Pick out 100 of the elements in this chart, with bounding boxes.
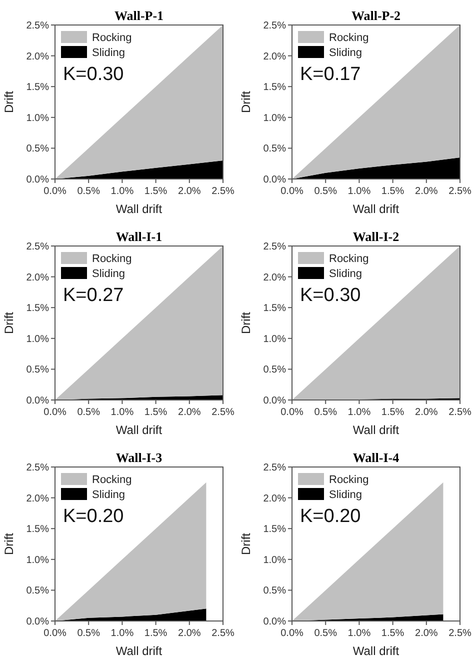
x-tick-label: 1.0% [110,407,134,418]
y-axis-title: Drift [239,311,253,334]
y-tick-label: 2.0% [26,493,50,504]
legend-label: Sliding [92,268,126,280]
y-tick-label: 2.5% [26,462,50,474]
x-tick-label: 0.5% [77,186,100,197]
legend-label: Rocking [329,474,369,486]
legend-label: Rocking [92,253,132,265]
y-tick-label: 0.5% [26,144,50,155]
x-tick-label: 0.0% [280,186,304,197]
legend-label: Rocking [92,474,132,486]
x-tick-label: 0.5% [77,628,100,639]
x-tick-label: 1.5% [381,628,404,639]
y-tick-label: 1.0% [26,112,50,124]
annotation: K=0.30 [300,285,361,306]
x-tick-label: 1.0% [110,186,134,197]
y-tick-label: 1.0% [26,334,50,345]
x-tick-label: 2.0% [415,628,438,639]
y-tick-label: 2.0% [26,272,50,284]
y-tick-label: 0.5% [26,586,50,597]
x-tick-label: 2.0% [178,407,201,418]
chart-title: Wall-I-1 [116,229,162,244]
x-tick-label: 2.5% [448,407,472,418]
x-tick-label: 0.5% [314,407,338,418]
legend-label: Rocking [329,253,369,265]
y-tick-label: 2.0% [263,272,286,284]
y-tick-label: 0.0% [263,396,286,406]
x-tick-label: 1.5% [144,407,168,418]
y-tick-label: 0.0% [26,174,50,186]
x-tick-label: 1.0% [348,186,371,197]
x-axis-title: Wall drift [116,644,163,658]
y-tick-label: 1.5% [263,303,286,314]
y-tick-label: 1.0% [263,334,286,345]
x-tick-label: 0.0% [44,407,67,418]
x-tick-label: 0.5% [77,407,100,418]
x-tick-label: 1.0% [348,628,371,639]
y-axis-title: Drift [2,311,16,334]
y-tick-label: 1.0% [263,554,286,566]
y-tick-label: 2.0% [263,51,286,62]
chart-title: Wall-I-2 [352,229,400,244]
y-tick-label: 1.5% [26,82,50,94]
annotation: K=0.17 [300,64,361,85]
y-tick-label: 2.0% [263,493,286,504]
legend-label: Sliding [329,47,362,59]
x-tick-label: 1.0% [348,407,371,418]
y-axis-title: Drift [239,532,253,555]
chart-title: Wall-P-2 [351,8,401,23]
y-tick-label: 1.0% [263,112,286,124]
x-axis-title: Wall drift [352,644,400,658]
x-tick-label: 2.0% [415,186,438,197]
x-tick-label: 1.5% [144,186,168,197]
y-tick-label: 0.0% [26,396,50,406]
legend-label: Rocking [92,32,132,44]
y-tick-label: 2.0% [26,51,50,62]
legend-label: Rocking [329,32,369,44]
chart-title: Wall-I-4 [352,450,400,465]
x-tick-label: 1.5% [381,186,404,197]
y-tick-label: 0.0% [263,174,286,186]
legend-label: Sliding [92,489,126,501]
x-axis-title: Wall drift [116,202,163,216]
x-tick-label: 2.5% [212,628,235,639]
x-tick-label: 1.5% [381,407,404,418]
annotation: K=0.20 [63,506,124,527]
y-tick-label: 0.0% [26,616,50,628]
y-tick-label: 1.5% [26,524,50,536]
y-axis-title: Drift [2,532,16,555]
x-tick-label: 2.5% [212,407,235,418]
x-tick-label: 2.5% [448,186,472,197]
x-axis-title: Wall drift [116,423,163,437]
y-tick-label: 1.5% [263,82,286,94]
x-tick-label: 0.0% [44,628,67,639]
y-tick-label: 0.5% [263,586,286,597]
x-tick-label: 2.5% [448,628,472,639]
x-tick-label: 2.0% [178,186,201,197]
y-tick-label: 0.5% [263,364,286,376]
x-tick-label: 0.0% [280,407,304,418]
y-tick-label: 2.5% [263,20,286,32]
y-tick-label: 1.5% [26,303,50,314]
legend-label: Sliding [92,47,126,59]
y-axis-title: Drift [2,90,16,113]
x-tick-label: 0.5% [314,186,338,197]
chart-title: Wall-I-3 [116,450,163,465]
x-tick-label: 0.5% [314,628,338,639]
chart-title: Wall-P-1 [114,8,164,23]
y-axis-title: Drift [239,90,253,113]
y-tick-label: 0.5% [263,144,286,155]
legend-label: Sliding [329,489,362,501]
annotation: K=0.30 [63,64,124,85]
y-tick-label: 1.0% [26,554,50,566]
x-axis-title: Wall drift [352,202,400,216]
x-tick-label: 2.5% [212,186,235,197]
y-tick-label: 0.0% [263,616,286,628]
legend-label: Sliding [329,268,362,280]
x-tick-label: 2.0% [415,407,438,418]
y-tick-label: 2.5% [263,242,286,252]
y-tick-label: 2.5% [26,242,50,252]
x-tick-label: 0.0% [44,186,67,197]
x-axis-title: Wall drift [352,423,400,437]
y-tick-label: 2.5% [263,462,286,474]
x-tick-label: 1.5% [144,628,168,639]
